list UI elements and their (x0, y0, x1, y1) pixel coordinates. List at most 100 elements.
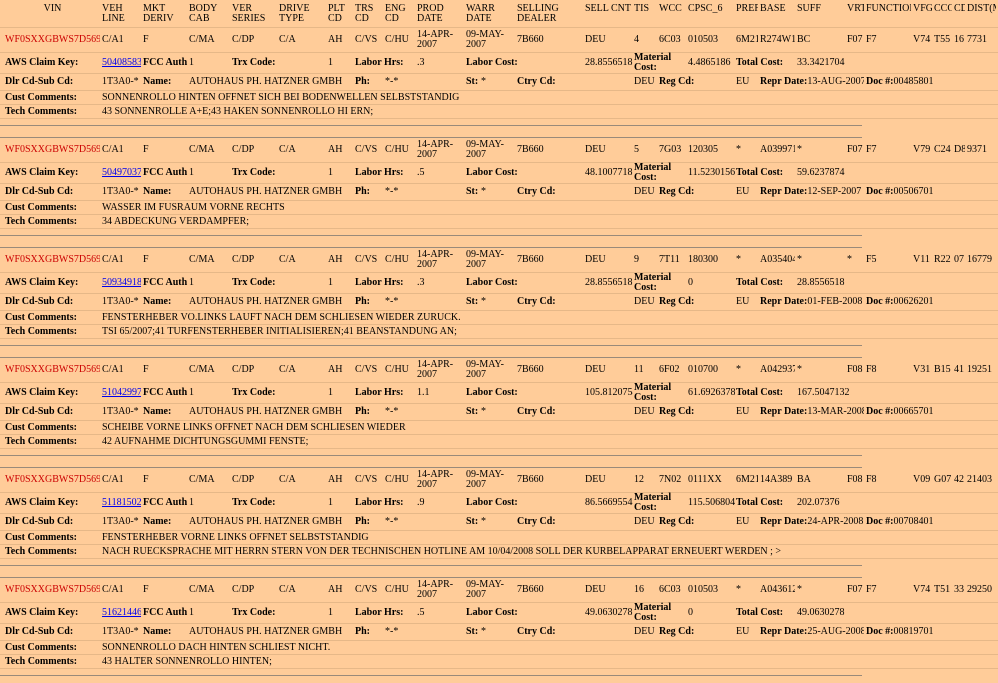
value: 1 (189, 497, 194, 508)
claim-key-link[interactable]: 51042997 (102, 387, 141, 398)
label: Name: (143, 626, 172, 637)
claim-key-link[interactable]: 50934918 (102, 277, 141, 288)
value: * (481, 406, 486, 417)
label: Name: (143, 76, 172, 87)
value: 24-APR-2008 (807, 516, 864, 527)
double-rule (0, 577, 862, 578)
column-header: CPSC_6 (688, 4, 723, 14)
label: Total Cost: (736, 387, 784, 398)
main-value: C/A1 (102, 364, 124, 375)
main-value: C/MA (189, 584, 215, 595)
main-value: 09-MAY-2007 (466, 359, 504, 380)
row-separator (0, 272, 998, 273)
main-value: 14-APR-2007 (417, 579, 454, 600)
label: Labor Cost: (466, 607, 518, 618)
label: Repr Date: (760, 406, 808, 417)
label: Ph: (355, 626, 370, 637)
doc-number: Doc #: 00819701 (866, 625, 966, 639)
main-value: A043612 (760, 584, 795, 595)
main-value: 4 (634, 34, 639, 45)
main-value: F7 (866, 144, 877, 155)
main-value: DEU (585, 364, 606, 375)
value: 00819701 (893, 626, 934, 637)
main-value: 5 (634, 144, 639, 155)
main-value: A035404 (760, 254, 795, 265)
value: EU (736, 186, 750, 197)
value: * (481, 76, 486, 87)
main-value: V74 (913, 34, 931, 45)
main-value: B15 (934, 364, 951, 375)
label: Ph: (355, 186, 370, 197)
main-value: 010503 (688, 34, 718, 45)
cust-comments: SCHEIBE VORNE LINKS OFFNET NACH DEM SCHL… (102, 421, 406, 433)
label: Ctry Cd: (517, 406, 556, 417)
label: Reg Cd: (659, 626, 695, 637)
main-value: 41 (954, 364, 964, 375)
label: Tech Comments: (5, 325, 78, 337)
row-separator (0, 492, 998, 493)
claim-key-cell: 50497037 (102, 164, 141, 182)
label: Ctry Cd: (517, 626, 556, 637)
label: AWS Claim Key: (5, 607, 79, 618)
value: 1T3A0-* (102, 76, 139, 87)
main-value: 42 (954, 474, 964, 485)
vin: WF0SXXGBWS7D56975 (5, 474, 100, 485)
claim-key-link[interactable]: 50497037 (102, 167, 141, 178)
main-value: 7B660 (517, 254, 544, 265)
main-value: D8 (954, 144, 965, 155)
row-separator (0, 544, 998, 545)
tech-comments: 43 HALTER SONNENROLLO HINTEN; (102, 655, 272, 667)
column-header: PROD DATE (417, 4, 444, 24)
label: Doc #: (866, 186, 894, 197)
value: 33.3421704 (797, 57, 845, 68)
value: 1 (189, 167, 194, 178)
main-value: 7B660 (517, 144, 544, 155)
label: AWS Claim Key: (5, 277, 79, 288)
column-header: SELLING DEALER (517, 4, 559, 24)
claim-key-link[interactable]: 50408583 (102, 57, 141, 68)
value: 59.6237874 (797, 167, 845, 178)
row-separator (0, 90, 998, 91)
value: 1 (328, 277, 333, 288)
value: EU (736, 296, 750, 307)
claim-key-cell: 50934918 (102, 274, 141, 292)
value: 01-FEB-2008 (807, 296, 863, 307)
label: St: (466, 186, 479, 197)
value: 1T3A0-* (102, 296, 139, 307)
label: Material Cost: (634, 162, 672, 183)
row-separator (0, 640, 998, 641)
main-value: F8 (866, 364, 877, 375)
label: St: (466, 516, 479, 527)
main-value: F (143, 144, 149, 155)
doc-number: Doc #: 00665701 (866, 405, 966, 419)
claim-key-link[interactable]: 51621446 (102, 607, 141, 618)
main-value: C/VS (355, 254, 378, 265)
value: *-* (385, 186, 399, 197)
label: Name: (143, 186, 172, 197)
label: Doc #: (866, 76, 894, 87)
main-value: R22 (934, 254, 951, 265)
column-header: CD (954, 4, 965, 14)
label: Name: (143, 516, 172, 527)
label: Tech Comments: (5, 105, 78, 117)
value: 61.6926378 (688, 387, 735, 398)
label: Ctry Cd: (517, 186, 556, 197)
label: Material Cost: (634, 602, 672, 623)
value: 1 (328, 607, 333, 618)
value: EU (736, 406, 750, 417)
main-value: 14-APR-2007 (417, 469, 454, 490)
cust-comments: SONNENROLLO DACH HINTEN SCHLIEST NICHT. (102, 641, 331, 653)
double-rule (0, 675, 862, 676)
main-value: C/DP (232, 34, 255, 45)
value: 1T3A0-* (102, 406, 139, 417)
main-value: 14-APR-2007 (417, 29, 454, 50)
double-rule (0, 137, 862, 138)
column-header: CCC (934, 4, 952, 14)
main-value: F5 (866, 254, 877, 265)
label: AWS Claim Key: (5, 167, 79, 178)
label: Repr Date: (760, 626, 808, 637)
claim-key-link[interactable]: 51181502 (102, 497, 141, 508)
value: 48.1007718 (585, 167, 633, 178)
label: Material Cost: (634, 272, 672, 293)
